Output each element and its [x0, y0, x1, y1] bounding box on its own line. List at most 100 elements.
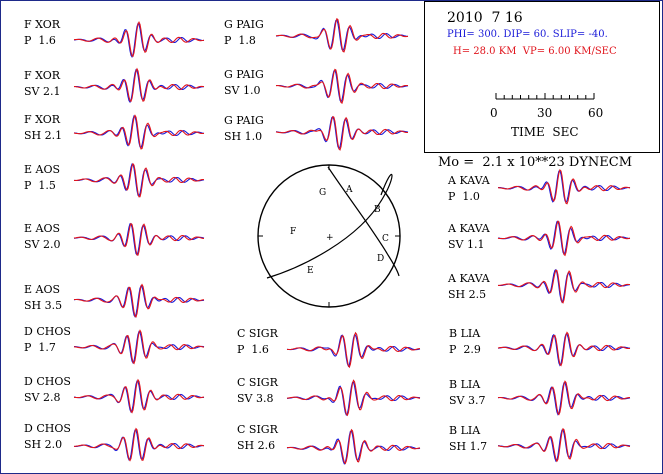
component-amplitude-label: SH 2.5 [448, 288, 487, 301]
station-label: E AOS [24, 222, 61, 235]
depth-velocity: H= 28.0 KM VP= 6.00 KM/SEC [453, 46, 617, 57]
event-date: 2010 7 16 [447, 10, 523, 26]
nodal-plane-2 [327, 166, 400, 277]
synthetic-waveform [73, 114, 205, 150]
synthetic-waveform [73, 283, 205, 318]
station-label: D CHOS [24, 422, 71, 435]
station-mark-e: E [307, 266, 314, 276]
observed-waveform [73, 115, 205, 149]
observed-waveform [74, 330, 205, 365]
synthetic-waveform [73, 378, 205, 414]
observed-waveform [73, 429, 204, 461]
component-amplitude-label: SV 1.0 [224, 84, 261, 97]
observed-waveform [498, 429, 631, 462]
station-label: E AOS [24, 163, 61, 176]
component-amplitude-label: P 1.8 [224, 34, 256, 47]
observed-waveform [498, 169, 631, 204]
component-amplitude-label: SH 1.0 [224, 130, 263, 143]
time-scale-title: TIME SEC [511, 125, 579, 139]
synthetic-waveform [275, 115, 408, 151]
station-label: C SIGR [237, 327, 278, 340]
time-scale-bar [495, 93, 595, 100]
component-amplitude-label: SV 2.1 [24, 85, 61, 98]
synthetic-waveform [73, 20, 205, 58]
station-label: F XOR [24, 113, 61, 126]
component-amplitude-label: P 2.9 [449, 343, 481, 356]
time-tick-0: 0 [490, 106, 498, 120]
focal-mechanism: PHI= 300. DIP= 60. SLIP= -40. [447, 29, 608, 40]
component-amplitude-label: SH 2.6 [237, 439, 276, 452]
station-label: B LIA [449, 327, 481, 340]
component-amplitude-label: P 1.5 [24, 179, 56, 192]
station-label: D CHOS [24, 375, 71, 388]
station-label: F XOR [24, 69, 61, 82]
synthetic-waveform [73, 162, 204, 198]
waveform-traces [73, 17, 631, 465]
seismic-moment: Mo = 2.1 x 10**23 DYNECM [438, 155, 633, 170]
component-amplitude-label: P 1.6 [24, 34, 56, 47]
synthetic-waveform [286, 428, 421, 465]
synthetic-waveform [73, 427, 205, 462]
synthetic-waveform [497, 220, 631, 257]
synthetic-waveform [286, 379, 421, 417]
component-amplitude-label: SH 3.5 [24, 299, 63, 312]
station-mark-d: D [377, 254, 384, 264]
synthetic-waveform [73, 222, 204, 256]
station-label: B LIA [449, 424, 481, 437]
time-tick-30: 30 [537, 106, 553, 120]
observed-waveform [73, 22, 205, 58]
station-label: G PAIG [224, 68, 264, 81]
nodal-plane-1 [266, 173, 393, 279]
component-amplitude-label: SV 2.8 [24, 391, 61, 404]
synthetic-waveform [275, 17, 409, 53]
component-amplitude-label: SV 3.8 [237, 392, 274, 405]
component-amplitude-label: SH 2.0 [24, 438, 63, 451]
component-amplitude-label: SV 1.1 [448, 238, 485, 251]
component-amplitude-label: P 1.6 [237, 343, 269, 356]
observed-waveform [497, 220, 630, 256]
station-label: C SIGR [237, 376, 278, 389]
station-label: E AOS [24, 283, 61, 296]
component-amplitude-label: SH 2.1 [24, 129, 63, 142]
event-info-box: 2010 7 16 PHI= 300. DIP= 60. SLIP= -40. … [424, 1, 660, 153]
observed-waveform [286, 381, 421, 416]
synthetic-waveform [498, 269, 631, 304]
station-mark-a: A [345, 185, 353, 195]
synthetic-waveform [276, 68, 409, 104]
synthetic-waveform [497, 427, 631, 463]
component-amplitude-label: P 1.7 [24, 341, 56, 354]
focal-mechanism-beachball: G A B F C E D + [257, 164, 401, 308]
time-tick-60: 60 [588, 106, 604, 120]
observed-waveform [73, 223, 205, 256]
focal-sphere-ticks [258, 165, 400, 307]
station-label: F XOR [24, 18, 61, 31]
component-amplitude-label: SV 3.7 [449, 394, 486, 407]
synthetic-waveform [286, 331, 421, 369]
station-mark-g: G [319, 188, 326, 198]
station-label: D CHOS [24, 325, 71, 338]
sphere-center-mark: + [326, 233, 334, 243]
station-label: A KAVA [448, 222, 490, 235]
synthetic-waveform [74, 67, 205, 102]
synthetic-waveform [498, 169, 631, 205]
component-amplitude-label: SH 1.7 [449, 440, 488, 453]
synthetic-waveform [497, 380, 630, 416]
station-label: G PAIG [224, 114, 264, 127]
station-label: A KAVA [448, 272, 490, 285]
station-mark-c: C [382, 234, 389, 244]
station-label: A KAVA [448, 174, 490, 187]
component-amplitude-label: SV 2.0 [24, 238, 61, 251]
synthetic-waveform [497, 331, 631, 367]
station-mark-b: B [374, 205, 381, 215]
station-label: C SIGR [237, 423, 278, 436]
observed-waveform [286, 430, 421, 465]
observed-waveform [73, 380, 205, 413]
station-label: G PAIG [224, 18, 264, 31]
station-mark-f: F [290, 227, 296, 237]
observed-waveform [275, 115, 409, 150]
observed-waveform [74, 163, 205, 198]
station-label: B LIA [449, 378, 481, 391]
component-amplitude-label: P 1.0 [448, 190, 480, 203]
